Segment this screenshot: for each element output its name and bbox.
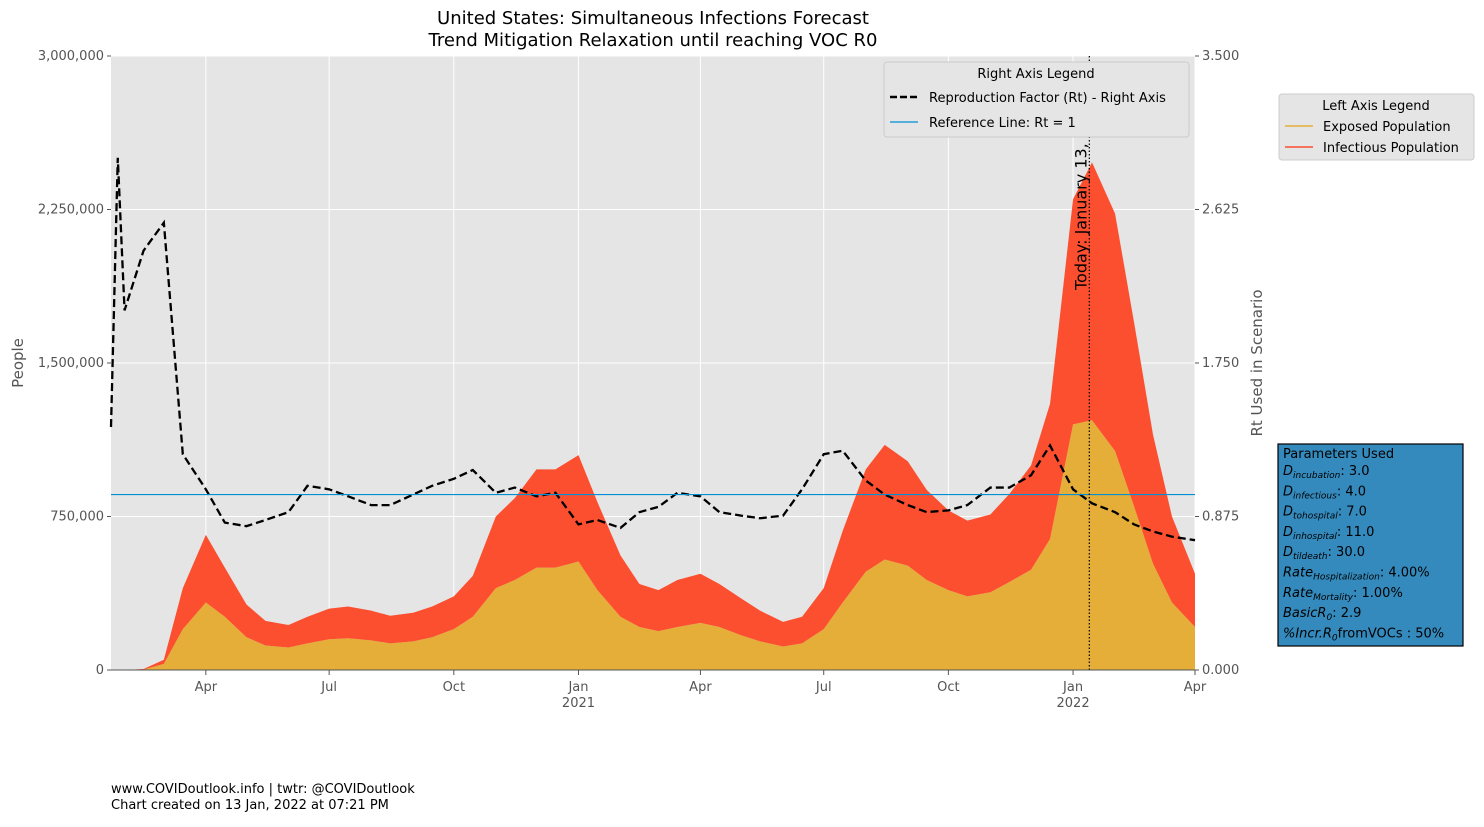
parameter-value: : 1.00% <box>1353 586 1403 601</box>
parameter: Dinhospital: 11.0 <box>1283 525 1374 542</box>
parameter-value: : 11.0 <box>1337 525 1374 540</box>
y-tick-label: 2,250,000 <box>38 203 104 218</box>
parameter-subscript: 0 <box>1332 633 1338 643</box>
y2-tick-label: 0.000 <box>1202 663 1239 678</box>
legend-label: Infectious Population <box>1323 141 1459 156</box>
parameter-symbol: %Incr.R <box>1283 626 1332 641</box>
parameter: RateMortality: 1.00% <box>1283 586 1403 603</box>
parameter-subscript: Mortality <box>1313 593 1354 603</box>
parameters-box: Parameters Used Dincubation: 3.0Dinfecti… <box>1277 443 1464 647</box>
rt-line <box>109 157 1196 542</box>
parameter-symbol: BasicR <box>1283 606 1326 621</box>
parameter: Dinfectious: 4.0 <box>1283 484 1366 501</box>
chart-title: United States: Simultaneous Infections F… <box>437 8 869 29</box>
y2-tick-label: 3.500 <box>1202 49 1239 64</box>
parameter-symbol: D <box>1283 464 1293 479</box>
y-tick-label: 3,000,000 <box>38 49 104 64</box>
parameter-symbol: D <box>1283 505 1293 520</box>
parameter: BasicR0: 2.9 <box>1283 606 1361 623</box>
parameter-subscript: tildeath <box>1293 552 1328 562</box>
y-axis-label: People <box>9 338 27 388</box>
y2-tick-label: 1.750 <box>1202 356 1239 371</box>
y-tick-label: 750,000 <box>50 510 104 525</box>
area <box>111 420 1195 670</box>
parameter-value: : 30.0 <box>1328 545 1365 560</box>
x-tick-label: Jan 2022 <box>1057 680 1090 711</box>
left-legend: Left Axis Legend Exposed Population Infe… <box>1278 93 1475 161</box>
parameter-value: : 4.00% <box>1380 566 1430 581</box>
y2-tick-label: 2.625 <box>1202 203 1239 218</box>
x-tick-label: Jul <box>815 680 832 695</box>
parameter: Dtohospital: 7.0 <box>1283 505 1367 522</box>
x-tick-label: Jan 2021 <box>562 680 595 711</box>
area <box>111 162 1195 670</box>
x-tick-label: Jul <box>320 680 337 695</box>
legend-label: Reference Line: Rt = 1 <box>929 116 1076 131</box>
parameter: Dincubation: 3.0 <box>1283 464 1370 481</box>
grid <box>111 55 1196 671</box>
parameter: %Incr.R0fromVOCs : 50% <box>1283 626 1444 643</box>
parameters-background <box>1277 443 1464 647</box>
parameter-value: : 7.0 <box>1338 505 1367 520</box>
today-label: Today: January 13, 2022 <box>1071 97 1090 291</box>
legend-box <box>1278 93 1475 161</box>
footer-line: www.COVIDoutlook.info | twtr: @COVIDoutl… <box>111 782 415 797</box>
parameter-subscript: infectious <box>1293 491 1337 501</box>
parameter-symbol: D <box>1283 545 1293 560</box>
right-legend: Right Axis Legend Reproduction Factor (R… <box>883 61 1190 138</box>
parameter: Dtildeath: 30.0 <box>1283 545 1365 562</box>
x-tick-label: Apr <box>689 680 712 695</box>
parameter-value: : 3.0 <box>1340 464 1369 479</box>
parameter-symbol: Rate <box>1283 586 1313 601</box>
legend-title: Left Axis Legend <box>1322 99 1429 114</box>
parameter-symbol: Rate <box>1283 566 1313 581</box>
y-tick-label: 1,500,000 <box>38 356 104 371</box>
chart-subtitle: Trend Mitigation Relaxation until reachi… <box>428 30 878 51</box>
lines: Today: January 13, 2022 <box>109 56 1196 670</box>
x-tick-label: Apr <box>1184 680 1207 695</box>
parameter: RateHospitalization: 4.00% <box>1283 566 1430 583</box>
parameter-subscript: Hospitalization <box>1313 573 1380 583</box>
footer-line: Chart created on 13 Jan, 2022 at 07:21 P… <box>111 798 389 813</box>
parameter-subscript: 0 <box>1326 613 1332 623</box>
legend-box <box>883 61 1190 138</box>
axes: 0 750,000 1,500,000 2,250,000 3,000,000 0.000… <box>38 49 1239 711</box>
legend-label: Exposed Population <box>1323 120 1451 135</box>
parameter-subscript: tohospital <box>1293 512 1338 522</box>
parameter-symbol: D <box>1283 484 1293 499</box>
parameter-value: : 4.0 <box>1337 484 1366 499</box>
y-tick-label: 0 <box>96 663 104 678</box>
x-tick-label: Apr <box>195 680 218 695</box>
y2-tick-label: 0.875 <box>1202 510 1239 525</box>
legend-title: Right Axis Legend <box>977 67 1094 82</box>
areas <box>111 162 1195 670</box>
parameter-value: : 2.9 <box>1332 606 1361 621</box>
parameter-subscript: inhospital <box>1293 532 1337 542</box>
parameter-value: fromVOCs : 50% <box>1338 626 1445 641</box>
legend-label: Reproduction Factor (Rt) - Right Axis <box>929 91 1166 106</box>
parameter-subscript: incubation <box>1293 471 1341 481</box>
x-tick-label: Oct <box>937 680 959 695</box>
y2-axis-label: Rt Used in Scenario <box>1248 289 1266 436</box>
x-tick-label: Oct <box>443 680 465 695</box>
parameter-symbol: D <box>1283 525 1293 540</box>
parameters-title: Parameters Used <box>1283 447 1394 462</box>
